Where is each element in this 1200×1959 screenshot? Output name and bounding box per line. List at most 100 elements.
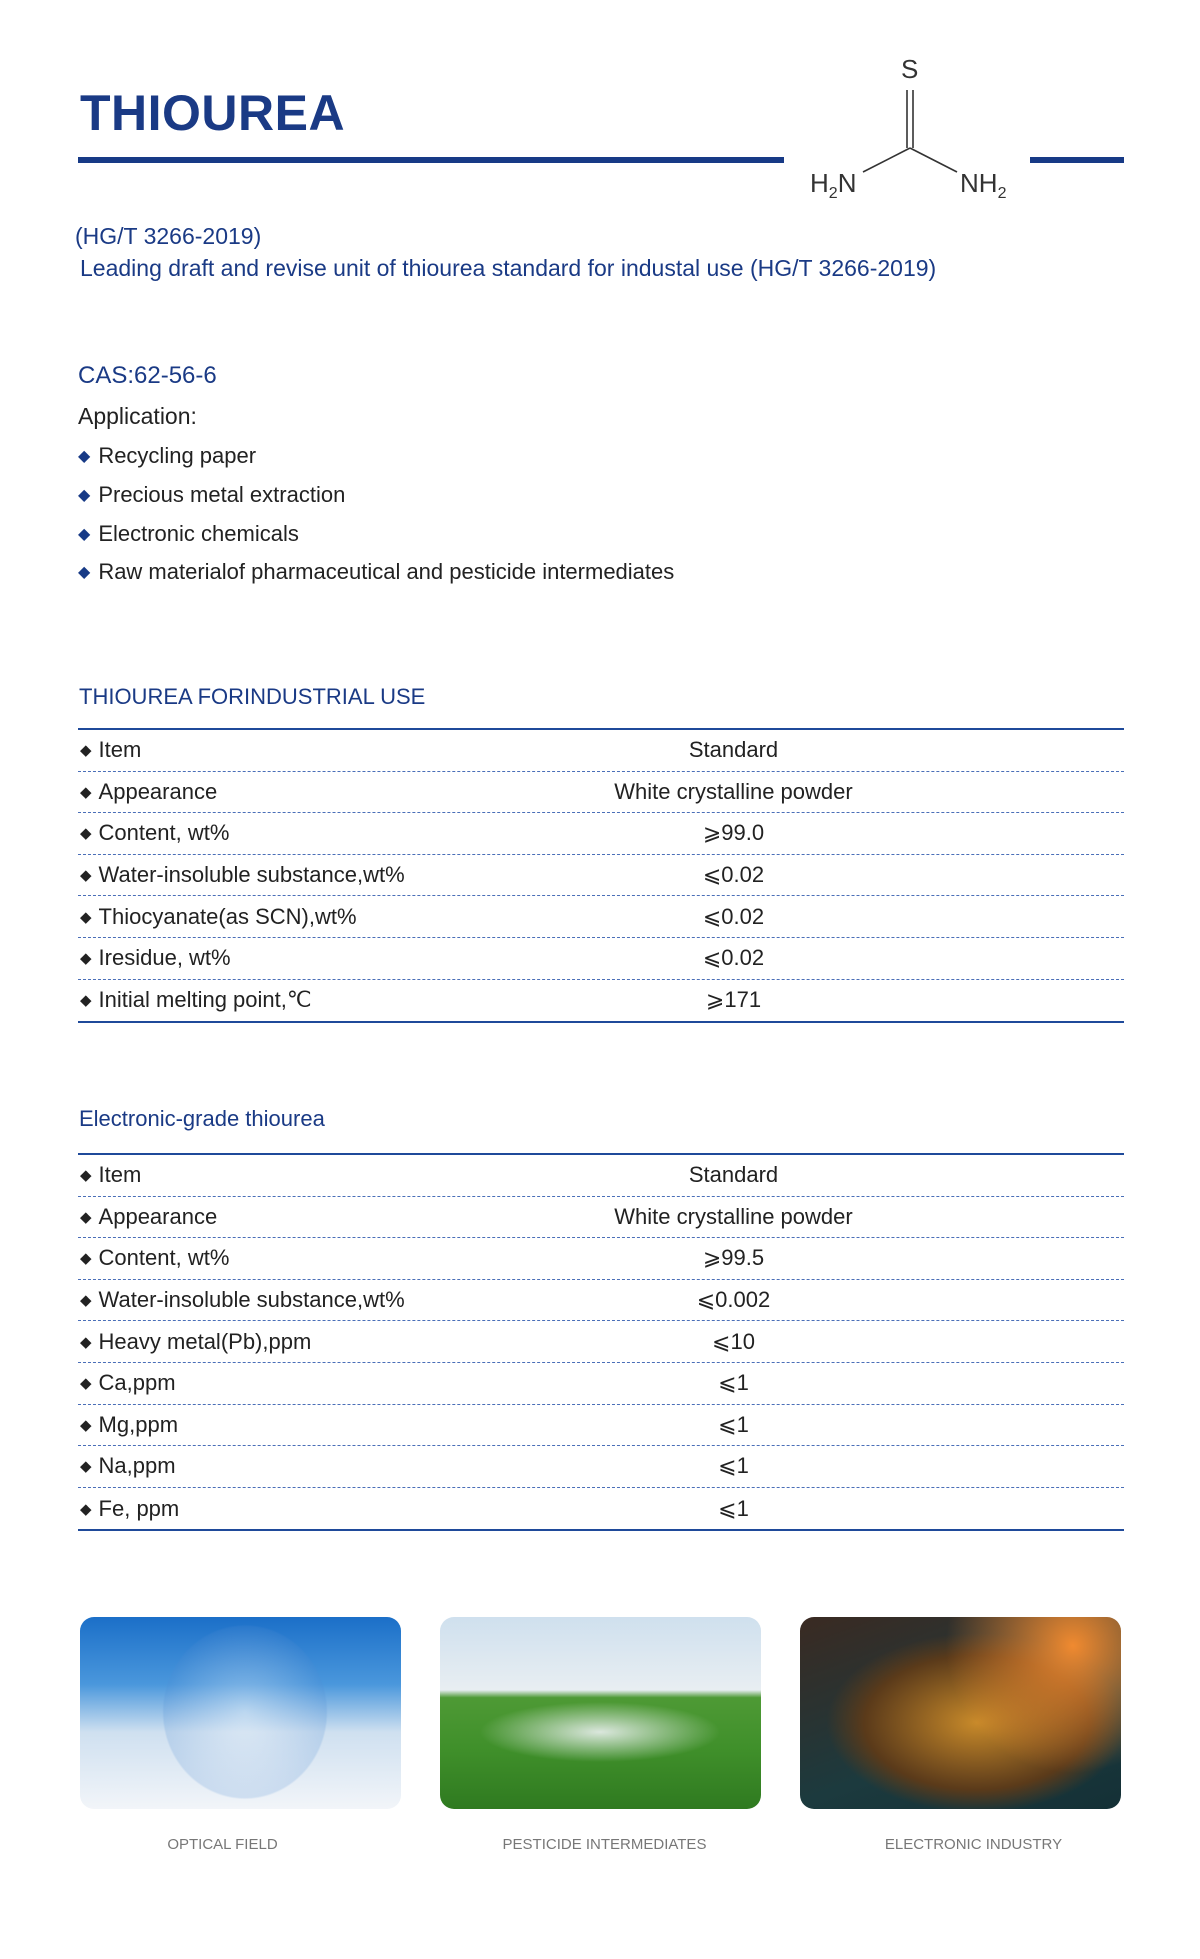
amine-right-label: NH2	[960, 168, 1006, 203]
value-cell: White crystalline powder	[614, 1203, 853, 1229]
item-label: Mg,ppm	[98, 1411, 179, 1437]
tagline: Leading draft and revise unit of thioure…	[80, 255, 937, 281]
table-row: ◆ Heavy metal(Pb),ppm ⩽10	[78, 1321, 1124, 1363]
caption-electronic: ELECTRONIC INDUSTRY	[884, 1836, 1063, 1853]
application-item: ◆ Raw materialof pharmaceutical and pesti…	[78, 559, 674, 585]
item-label: Item	[98, 737, 142, 763]
diamond-icon: ◆	[80, 950, 92, 968]
value-cell: ⩽0.02	[702, 862, 765, 888]
item-cell: ◆ Ca,ppm	[78, 1370, 608, 1396]
sulfur-label: S	[901, 54, 919, 84]
application-text: Raw materialof pharmaceutical and pestic…	[98, 559, 675, 584]
table-row: ◆ Water-insoluble substance,wt% ⩽0.02	[78, 855, 1124, 897]
nh-label: NH	[960, 168, 998, 198]
item-cell: ◆ Appearance	[78, 779, 608, 805]
item-cell: ◆ Mg,ppm	[78, 1412, 608, 1438]
bond-lines	[862, 90, 958, 173]
application-item: ◆ Precious metal extraction	[78, 482, 345, 508]
electronic-image	[800, 1617, 1121, 1809]
item-cell: ◆ Heavy metal(Pb),ppm	[78, 1329, 608, 1355]
diamond-icon: ◆	[80, 1167, 92, 1185]
electronic-spec-table: ◆ Item Standard ◆ Appearance White crystallin…	[78, 1153, 1124, 1532]
item-cell: ◆ Iresidue, wt%	[78, 945, 608, 971]
industrial-spec-table: ◆ Item Standard ◆ Appearance White crystallin…	[78, 728, 1124, 1024]
table-row: ◆ Mg,ppm ⩽1	[78, 1405, 1124, 1447]
subscript: 2	[997, 185, 1007, 203]
table-header-row: ◆ Item Standard	[78, 730, 1124, 772]
diamond-icon: ◆	[80, 825, 92, 843]
application-label: Application:	[78, 403, 197, 429]
table-row: ◆ Content, wt% ⩾99.0	[78, 813, 1124, 855]
item-label: Thiocyanate(as SCN),wt%	[98, 903, 357, 929]
item-cell: ◆ Appearance	[78, 1204, 608, 1230]
table-row: ◆ Appearance White crystalline powder	[78, 772, 1124, 814]
page-title: THIOUREA	[80, 85, 346, 141]
optical-field-image	[80, 1617, 401, 1809]
value-cell: White crystalline powder	[614, 778, 853, 804]
diamond-icon: ◆	[80, 1500, 92, 1518]
item-cell: ◆ Water-insoluble substance,wt%	[78, 1287, 608, 1313]
item-cell: ◆ Content, wt%	[78, 1245, 608, 1271]
table1-title: THIOUREA FORINDUSTRIAL USE	[79, 684, 426, 709]
subscript: 2	[828, 185, 838, 203]
item-label: Na,ppm	[98, 1453, 176, 1479]
diamond-icon: ◆	[78, 487, 91, 504]
diamond-icon: ◆	[80, 1458, 92, 1476]
table-row: ◆ Ca,ppm ⩽1	[78, 1363, 1124, 1405]
title-underline-right	[1030, 157, 1124, 163]
item-label: Item	[98, 1162, 142, 1188]
pesticide-image	[440, 1617, 761, 1809]
diamond-icon: ◆	[80, 867, 92, 885]
h-label: H	[810, 168, 829, 198]
diamond-icon: ◆	[78, 448, 91, 465]
item-label: Appearance	[98, 778, 218, 804]
cas-number: CAS:62-56-6	[78, 362, 217, 389]
application-item: ◆ Electronic chemicals	[78, 521, 299, 547]
application-item: ◆ Recycling paper	[78, 443, 256, 469]
table-row: ◆ Thiocyanate(as SCN),wt% ⩽0.02	[78, 896, 1124, 938]
caption-pesticide: PESTICIDE INTERMEDIATES	[502, 1836, 707, 1853]
table-row: ◆ Appearance White crystalline powder	[78, 1197, 1124, 1239]
caption-optical: OPTICAL FIELD	[167, 1836, 278, 1853]
item-label: Fe, ppm	[98, 1495, 180, 1521]
value-cell: ⩽1	[718, 1370, 749, 1396]
value-cell: ⩽0.02	[702, 945, 765, 971]
value-cell: Standard	[688, 737, 779, 763]
item-label: Iresidue, wt%	[98, 945, 231, 971]
table-row: ◆ Na,ppm ⩽1	[78, 1446, 1124, 1488]
table-row: ◆ Iresidue, wt% ⩽0.02	[78, 938, 1124, 980]
n-label: N	[837, 168, 857, 198]
value-cell: ⩾99.0	[702, 820, 765, 846]
diamond-icon: ◆	[78, 564, 91, 581]
item-label: Ca,ppm	[98, 1370, 176, 1396]
item-label: Appearance	[98, 1203, 218, 1229]
item-cell: ◆ Item	[78, 1162, 608, 1188]
diamond-icon: ◆	[80, 908, 92, 926]
application-text: Electronic chemicals	[98, 521, 299, 546]
diamond-icon: ◆	[80, 1292, 92, 1310]
item-cell: ◆ Content, wt%	[78, 820, 608, 846]
diamond-icon: ◆	[78, 526, 91, 543]
application-text: Recycling paper	[98, 443, 257, 468]
item-cell: ◆ Initial melting point,℃	[78, 987, 608, 1013]
table-row: ◆ Fe, ppm ⩽1	[78, 1488, 1124, 1530]
item-label: Water-insoluble substance,wt%	[98, 862, 405, 888]
diamond-icon: ◆	[80, 992, 92, 1010]
value-cell: ⩾171	[705, 987, 762, 1013]
item-label: Content, wt%	[98, 820, 230, 846]
item-cell: ◆ Fe, ppm	[78, 1496, 608, 1522]
item-cell: ◆ Thiocyanate(as SCN),wt%	[78, 904, 608, 930]
value-cell: ⩽1	[718, 1411, 749, 1437]
application-text: Precious metal extraction	[98, 482, 346, 507]
value-cell: ⩽1	[718, 1453, 749, 1479]
value-cell: ⩽10	[712, 1328, 755, 1354]
standard-code: (HG/T 3266-2019)	[75, 223, 262, 249]
item-cell: ◆ Water-insoluble substance,wt%	[78, 862, 608, 888]
table-row: ◆ Initial melting point,℃ ⩾171	[78, 980, 1124, 1022]
value-cell: ⩾99.5	[702, 1245, 765, 1271]
table-row: ◆ Water-insoluble substance,wt% ⩽0.002	[78, 1280, 1124, 1322]
table2-title: Electronic-grade thiourea	[79, 1106, 325, 1131]
diamond-icon: ◆	[80, 742, 92, 760]
item-cell: ◆ Item	[78, 737, 608, 763]
diamond-icon: ◆	[80, 1208, 92, 1226]
